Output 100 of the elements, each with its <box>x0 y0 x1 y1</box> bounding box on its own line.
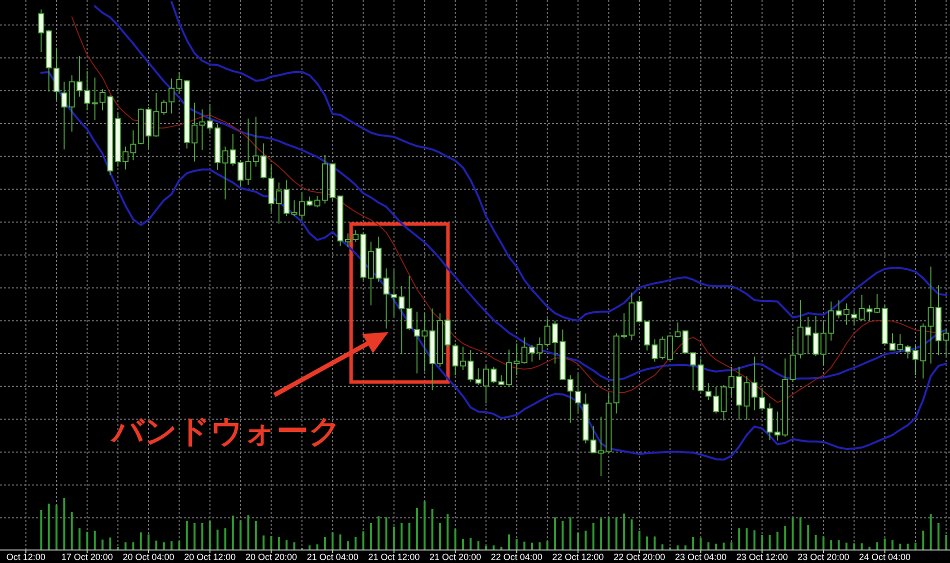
bar <box>600 518 602 550</box>
x-tick-label: 22 Oct 12:00 <box>552 552 604 562</box>
bar <box>508 534 510 550</box>
bar <box>232 516 234 550</box>
bar <box>746 528 748 550</box>
candlestick <box>38 8 44 52</box>
bar <box>293 542 296 550</box>
x-tick-label: Oct 12:00 <box>6 552 46 562</box>
bar <box>700 538 702 550</box>
x-tick-label: 21 Oct 12:00 <box>368 552 420 562</box>
bar <box>753 530 756 550</box>
bar <box>623 514 626 550</box>
bar <box>592 522 594 550</box>
bar <box>270 536 272 550</box>
candlestick <box>61 81 68 150</box>
x-tick-label: 23 Oct 04:00 <box>674 552 727 562</box>
bar <box>608 517 610 550</box>
bar <box>339 534 342 550</box>
bar <box>94 530 96 550</box>
bar <box>86 532 88 550</box>
bar <box>531 542 534 550</box>
bar <box>216 530 219 550</box>
bar <box>807 525 810 550</box>
bar <box>162 542 165 550</box>
bar <box>262 535 265 550</box>
bar <box>332 532 334 550</box>
bar <box>132 542 134 550</box>
bar <box>400 522 403 550</box>
bar <box>346 541 349 550</box>
bar <box>615 517 618 550</box>
bar <box>730 542 732 550</box>
bar <box>385 517 388 550</box>
bar <box>148 534 150 550</box>
bar <box>784 526 786 550</box>
bar <box>431 508 434 550</box>
bar <box>646 536 648 550</box>
bar <box>845 542 848 550</box>
bar <box>424 501 426 550</box>
bar <box>722 542 725 550</box>
bar <box>768 534 771 550</box>
bar <box>930 514 932 550</box>
bar <box>194 522 196 550</box>
bar <box>392 526 395 550</box>
bar <box>860 543 863 550</box>
bar <box>240 520 242 550</box>
bar <box>776 532 778 550</box>
x-tick-label: 22 Oct 04:00 <box>490 552 542 562</box>
x-tick-label: 22 Oct 20:00 <box>614 552 666 562</box>
x-tick-label: 24 Oct 04:00 <box>859 552 911 562</box>
bar <box>70 512 73 550</box>
bar <box>416 508 418 550</box>
bar <box>324 537 326 550</box>
bar <box>370 522 372 550</box>
bar <box>56 504 58 550</box>
bar <box>891 540 894 550</box>
bar <box>630 519 633 550</box>
bar <box>546 541 548 550</box>
bar <box>278 537 280 550</box>
x-tick-label: 20 Oct 12:00 <box>184 552 236 562</box>
x-tick-label: 23 Oct 12:00 <box>736 552 788 562</box>
x-tick-label: 23 Oct 20:00 <box>798 552 850 562</box>
bar <box>822 536 824 550</box>
bar <box>516 539 518 550</box>
bar <box>884 538 886 550</box>
bar <box>462 539 464 550</box>
bar <box>638 530 640 550</box>
annotation: バンドウォーク <box>109 412 342 450</box>
bar <box>914 542 916 550</box>
bar <box>554 517 556 550</box>
bar <box>438 522 441 550</box>
x-tick-label: 21 Oct 20:00 <box>430 552 482 562</box>
bar <box>945 534 948 550</box>
x-tick-label: 21 Oct 04:00 <box>306 552 358 562</box>
bar <box>63 498 66 550</box>
bar <box>562 520 564 550</box>
bar <box>254 520 257 550</box>
bar <box>362 531 364 550</box>
bar <box>378 516 380 550</box>
x-tick-label: 20 Oct 04:00 <box>122 552 174 562</box>
bar <box>354 537 357 550</box>
x-tick-label: 20 Oct 20:00 <box>245 552 298 562</box>
bar <box>155 540 158 550</box>
bar <box>654 536 656 550</box>
bar <box>738 528 740 550</box>
bar <box>569 517 572 550</box>
bar <box>247 515 250 550</box>
bar <box>408 522 410 550</box>
bar <box>477 541 480 550</box>
bar <box>584 530 587 550</box>
bar <box>761 534 764 550</box>
bar <box>186 520 188 550</box>
bar <box>286 540 288 550</box>
bar <box>140 532 142 550</box>
bar <box>124 542 127 550</box>
candlestick <box>406 275 412 330</box>
bar <box>538 542 541 550</box>
bar <box>838 540 840 550</box>
bar <box>201 522 204 550</box>
bar <box>78 528 81 550</box>
bar <box>814 534 817 550</box>
